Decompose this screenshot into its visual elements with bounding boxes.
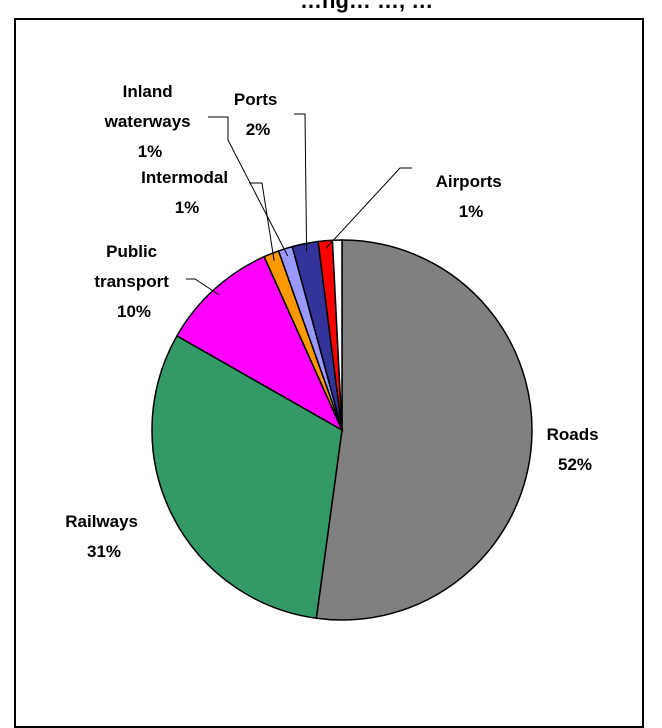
label-inland-waterways-line1: Inland [123, 82, 173, 101]
leader-line-ports [294, 113, 308, 252]
pie-slices [151, 239, 533, 621]
chart-title: …ng… …, … [300, 0, 640, 22]
leader-line-inland-waterways [208, 116, 289, 257]
label-ports: Ports 2% [234, 90, 282, 139]
pie-slice-public-transport [175, 255, 344, 432]
label-railways-name: Railways [65, 512, 138, 531]
label-roads: Roads 52% [547, 425, 604, 474]
label-roads-name: Roads [547, 425, 599, 444]
label-intermodal-percent: 1% [175, 198, 200, 217]
leader-line-public-transport [186, 278, 220, 296]
label-intermodal-name: Intermodal [141, 168, 228, 187]
label-airports-name: Airports [436, 172, 502, 191]
leader-line-airports [325, 167, 412, 249]
label-ports-percent: 2% [246, 120, 271, 139]
pie-slice-roads [315, 239, 533, 621]
label-roads-percent: 52% [558, 455, 592, 474]
label-public-transport-line2: transport [94, 272, 169, 291]
label-railways-percent: 31% [87, 542, 121, 561]
label-airports: Airports 1% [436, 172, 507, 221]
label-public-transport-line1: Public [106, 242, 157, 261]
pie-slice-railways [151, 334, 343, 620]
label-airports-percent: 1% [459, 202, 484, 221]
chart-title-text: …ng… …, … [300, 0, 434, 13]
leader-line-intermodal [249, 182, 275, 261]
label-railways: Railways 31% [65, 512, 143, 561]
label-inland-waterways-percent: 1% [138, 142, 163, 161]
label-public-transport: Public transport 10% [94, 242, 173, 321]
label-inland-waterways: Inland waterways 1% [104, 82, 196, 161]
label-inland-waterways-line2: waterways [104, 112, 191, 131]
leader-lines [186, 113, 412, 296]
label-ports-name: Ports [234, 90, 277, 109]
label-public-transport-percent: 10% [117, 302, 151, 321]
label-intermodal: Intermodal 1% [141, 168, 233, 217]
pie-slice-other [331, 239, 343, 431]
